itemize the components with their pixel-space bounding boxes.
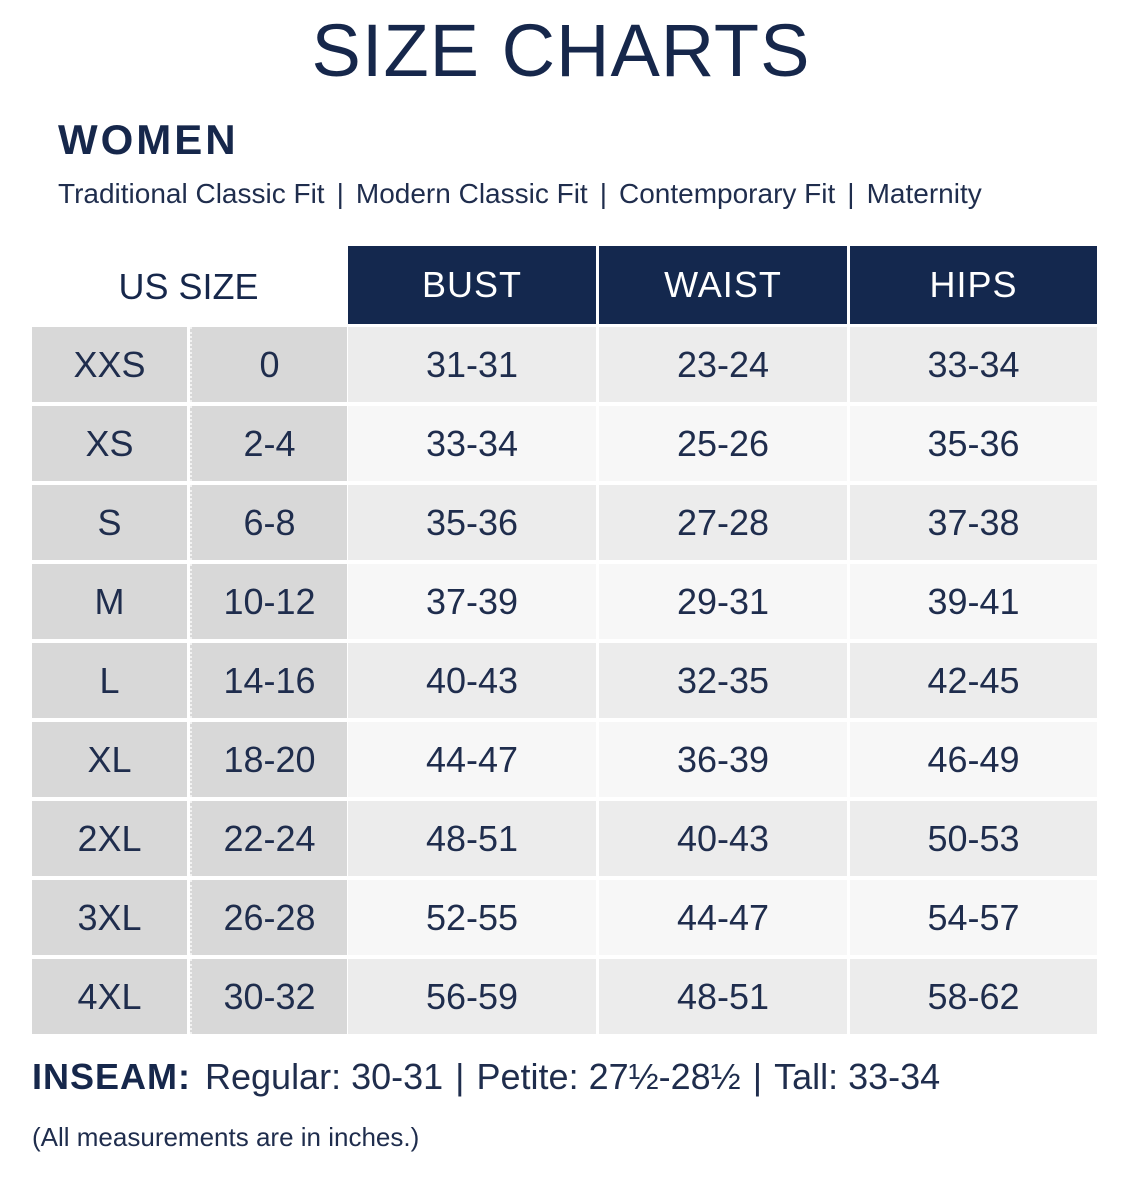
size-number-cell: 10-12 — [190, 564, 347, 639]
table-row: 4XL 30-32 56-59 48-51 58-62 — [32, 959, 1097, 1034]
waist-cell: 29-31 — [599, 564, 847, 639]
inseam-regular: Regular: 30-31 — [205, 1056, 444, 1097]
inseam-separator: | — [752, 1056, 763, 1097]
hips-cell: 50-53 — [850, 801, 1097, 876]
fit-separator: | — [336, 178, 344, 209]
size-label-cell: M — [32, 564, 187, 639]
size-number-cell: 30-32 — [190, 959, 347, 1034]
waist-cell: 25-26 — [599, 406, 847, 481]
fit-contemporary: Contemporary Fit — [619, 178, 836, 209]
hips-cell: 42-45 — [850, 643, 1097, 718]
size-label-cell: S — [32, 485, 187, 560]
waist-cell: 48-51 — [599, 959, 847, 1034]
size-label-cell: XXS — [32, 327, 187, 402]
bust-cell: 31-31 — [348, 327, 596, 402]
size-label-cell: XL — [32, 722, 187, 797]
inseam-tall: Tall: 33-34 — [774, 1056, 941, 1097]
bust-cell: 37-39 — [348, 564, 596, 639]
bust-cell: 52-55 — [348, 880, 596, 955]
table-row: XXS 0 31-31 23-24 33-34 — [32, 327, 1097, 402]
hips-cell: 35-36 — [850, 406, 1097, 481]
size-number-cell: 22-24 — [190, 801, 347, 876]
fit-maternity: Maternity — [866, 178, 982, 209]
bust-cell: 48-51 — [348, 801, 596, 876]
size-number-cell: 6-8 — [190, 485, 347, 560]
inseam-line: INSEAM: Regular: 30-31 | Petite: 27½-28½ | Ta… — [32, 1056, 940, 1098]
size-number-cell: 26-28 — [190, 880, 347, 955]
fit-list: Traditional Classic Fit | Modern Classic F… — [58, 178, 982, 210]
hips-cell: 37-38 — [850, 485, 1097, 560]
table-row: M 10-12 37-39 29-31 39-41 — [32, 564, 1097, 639]
hips-header: HIPS — [850, 246, 1097, 324]
bust-cell: 56-59 — [348, 959, 596, 1034]
page-title: SIZE CHARTS — [311, 9, 811, 92]
table-row: XL 18-20 44-47 36-39 46-49 — [32, 722, 1097, 797]
fit-modern-classic: Modern Classic Fit — [355, 178, 588, 209]
size-label-cell: XS — [32, 406, 187, 481]
size-label-cell: 4XL — [32, 959, 187, 1034]
hips-cell: 46-49 — [850, 722, 1097, 797]
hips-cell: 33-34 — [850, 327, 1097, 402]
table-row: XS 2-4 33-34 25-26 35-36 — [32, 406, 1097, 481]
bust-cell: 35-36 — [348, 485, 596, 560]
section-heading: WOMEN — [58, 116, 239, 163]
bust-cell: 33-34 — [348, 406, 596, 481]
inseam-label: INSEAM: — [32, 1056, 191, 1097]
size-label-cell: 2XL — [32, 801, 187, 876]
bust-cell: 44-47 — [348, 722, 596, 797]
hips-cell: 39-41 — [850, 564, 1097, 639]
waist-cell: 36-39 — [599, 722, 847, 797]
waist-cell: 27-28 — [599, 485, 847, 560]
size-number-cell: 18-20 — [190, 722, 347, 797]
waist-cell: 23-24 — [599, 327, 847, 402]
size-label-cell: L — [32, 643, 187, 718]
fit-separator: | — [599, 178, 607, 209]
fit-traditional-classic: Traditional Classic Fit — [58, 178, 325, 209]
hips-cell: 54-57 — [850, 880, 1097, 955]
measurement-note: (All measurements are in inches.) — [32, 1122, 420, 1152]
table-row: L 14-16 40-43 32-35 42-45 — [32, 643, 1097, 718]
waist-cell: 40-43 — [599, 801, 847, 876]
waist-header: WAIST — [599, 246, 847, 324]
waist-cell: 32-35 — [599, 643, 847, 718]
bust-header: BUST — [348, 246, 596, 324]
size-number-cell: 2-4 — [190, 406, 347, 481]
size-number-cell: 0 — [190, 327, 347, 402]
inseam-separator: | — [455, 1056, 465, 1097]
size-number-cell: 14-16 — [190, 643, 347, 718]
bust-cell: 40-43 — [348, 643, 596, 718]
hips-cell: 58-62 — [850, 959, 1097, 1034]
table-row: 3XL 26-28 52-55 44-47 54-57 — [32, 880, 1097, 955]
table-row: S 6-8 35-36 27-28 37-38 — [32, 485, 1097, 560]
table-row: 2XL 22-24 48-51 40-43 50-53 — [32, 801, 1097, 876]
waist-cell: 44-47 — [599, 880, 847, 955]
fit-separator: | — [847, 178, 855, 209]
inseam-petite: Petite: 27½-28½ — [476, 1056, 741, 1097]
us-size-header: US SIZE — [118, 266, 259, 307]
size-label-cell: 3XL — [32, 880, 187, 955]
